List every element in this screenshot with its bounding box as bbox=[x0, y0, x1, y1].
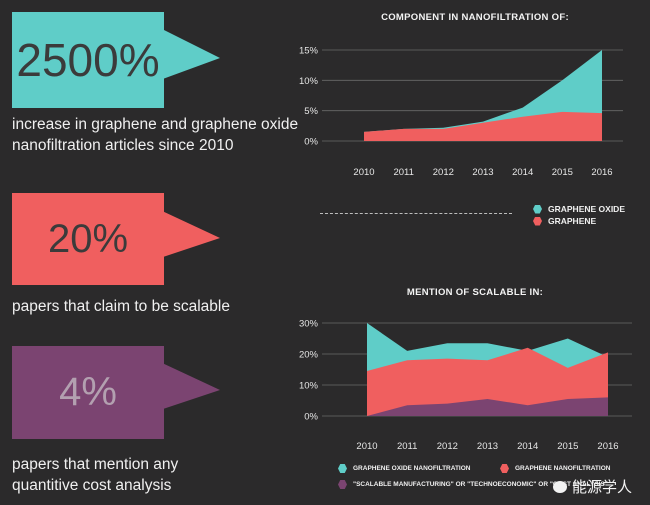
chart2-y-tick-label: 0% bbox=[304, 412, 318, 423]
chart2-area-series-3 bbox=[367, 397, 608, 416]
legend1-graphene: GRAPHENE bbox=[533, 216, 596, 226]
stat-box-2: 20% bbox=[12, 193, 164, 285]
stat-arrow-1 bbox=[160, 28, 220, 80]
legend2-label-1: GRAPHENE OXIDE NANOFILTRATION bbox=[353, 465, 471, 472]
legend2-graphene-oxide-nanofiltration: GRAPHENE OXIDE NANOFILTRATION bbox=[338, 464, 470, 473]
hexagon-icon bbox=[338, 480, 347, 489]
stat-description-1: increase in graphene and graphene oxide … bbox=[12, 116, 299, 154]
stat-description-3: papers that mention any quantitive cost … bbox=[12, 456, 179, 494]
legend1-graphene-oxide: GRAPHENE OXIDE bbox=[533, 204, 625, 214]
chart-divider bbox=[320, 213, 512, 214]
chart2-x-tick-label: 2016 bbox=[597, 441, 618, 452]
chart1: 15% 10% 5% 0% 2010 2011 2012 2013 2014 2015 2016 bbox=[299, 46, 623, 178]
watermark: 能源学人 bbox=[552, 476, 632, 497]
hexagon-icon bbox=[338, 464, 347, 473]
chart2-x-tick-label: 2014 bbox=[517, 441, 538, 452]
chart1-area-series-2 bbox=[364, 111, 602, 141]
chart1-x-tick-label: 2014 bbox=[512, 167, 533, 178]
stat-value-2: 20% bbox=[47, 216, 129, 261]
chart2-y-tick-label: 10% bbox=[299, 381, 319, 392]
hexagon-icon bbox=[533, 216, 542, 226]
legend2-label-2: GRAPHENE NANOFILTRATION bbox=[515, 465, 611, 472]
chart1-x-tick-label: 2016 bbox=[591, 167, 612, 178]
chart2-y-tick-label: 30% bbox=[299, 319, 319, 330]
chart1-x-tick-label: 2011 bbox=[393, 167, 413, 178]
chart1-x-tick-label: 2012 bbox=[433, 167, 454, 178]
hexagon-icon bbox=[533, 204, 542, 214]
stat-arrow-3 bbox=[160, 362, 220, 410]
stat-box-1: 2500% bbox=[12, 12, 164, 108]
chat-bubble-icon bbox=[552, 480, 567, 493]
hexagon-icon bbox=[500, 464, 509, 473]
chart2-x-tick-label: 2015 bbox=[557, 441, 578, 452]
chart1-y-tick-label: 10% bbox=[299, 76, 319, 87]
chart2-x-tick-label: 2013 bbox=[477, 441, 498, 452]
chart1-title: COMPONENT IN NANOFILTRATION OF: bbox=[381, 12, 569, 23]
legend1-label-2: GRAPHENE bbox=[548, 216, 597, 226]
chart2-x-tick-label: 2010 bbox=[356, 441, 377, 452]
legend2-label-3: "SCALABLE MANUFACTURING" OR "TECHNOECONO… bbox=[353, 481, 608, 488]
stat-value-3: 4% bbox=[59, 370, 117, 414]
stat-box-3: 4% bbox=[12, 346, 164, 439]
chart1-x-tick-label: 2015 bbox=[552, 167, 573, 178]
stat-value-1: 2500% bbox=[16, 34, 160, 86]
chart2-x-tick-label: 2011 bbox=[397, 441, 417, 452]
chart1-y-tick-label: 0% bbox=[304, 137, 318, 148]
legend2-scalable-cost: "SCALABLE MANUFACTURING" OR "TECHNOECONO… bbox=[338, 480, 608, 489]
stat-description-2: papers that claim to be scalable bbox=[12, 298, 230, 315]
legend2-graphene-nanofiltration: GRAPHENE NANOFILTRATION bbox=[500, 464, 610, 473]
legend1-label-1: GRAPHENE OXIDE bbox=[548, 204, 625, 214]
watermark-text: 能源学人 bbox=[571, 479, 632, 496]
chart1-y-tick-label: 15% bbox=[299, 46, 319, 57]
chart2-title: MENTION OF SCALABLE IN: bbox=[406, 287, 544, 298]
chart2-y-tick-label: 20% bbox=[299, 350, 319, 361]
chart2-x-tick-label: 2012 bbox=[437, 441, 458, 452]
chart2: 30% 20% 10% 0% 2010 2011 2012 2013 2014 2015 2016 bbox=[299, 319, 632, 452]
chart1-x-tick-label: 2010 bbox=[353, 167, 374, 178]
chart1-x-tick-label: 2013 bbox=[472, 167, 493, 178]
stat-arrow-2 bbox=[160, 210, 220, 258]
chart2-area-series-2 bbox=[367, 347, 608, 416]
chart1-y-tick-label: 5% bbox=[304, 106, 318, 117]
